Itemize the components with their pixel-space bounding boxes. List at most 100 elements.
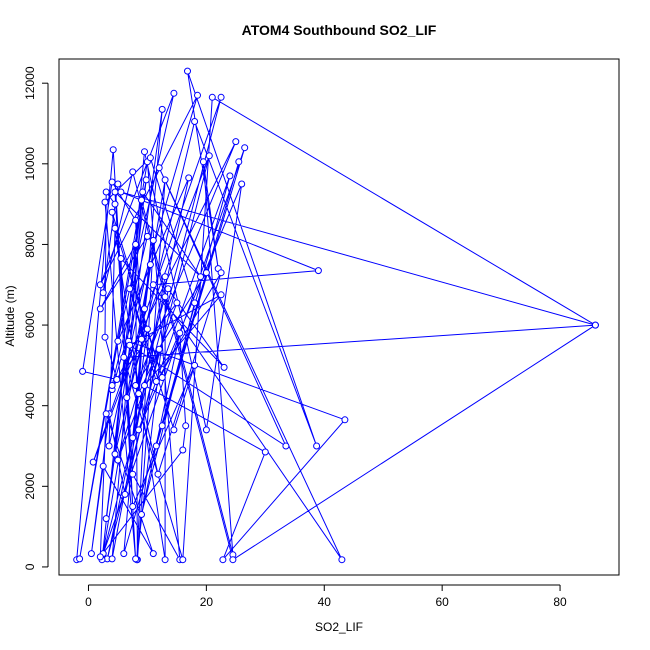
data-point bbox=[261, 448, 269, 456]
data-point bbox=[117, 255, 125, 262]
x-tick-label: 60 bbox=[435, 595, 449, 609]
data-point bbox=[220, 363, 228, 371]
data-point bbox=[129, 434, 137, 442]
data-point bbox=[126, 285, 134, 293]
data-point bbox=[142, 176, 150, 184]
data-point bbox=[191, 361, 199, 369]
data-point bbox=[164, 285, 172, 293]
y-axis: 0 2000 4000 6000 8000 10000 12000 bbox=[23, 66, 49, 570]
data-point bbox=[143, 325, 151, 333]
data-point bbox=[191, 299, 199, 307]
data-point bbox=[232, 138, 240, 146]
x-tick-label: 80 bbox=[553, 595, 567, 609]
y-tick-label: 0 bbox=[23, 563, 37, 570]
data-point bbox=[194, 91, 201, 99]
y-axis-label: Altitude (m) bbox=[3, 285, 17, 346]
data-point bbox=[114, 180, 122, 188]
data-point bbox=[111, 200, 119, 208]
plot-frame bbox=[58, 58, 620, 576]
data-point bbox=[114, 456, 122, 464]
data-point bbox=[155, 164, 163, 172]
data-point bbox=[135, 426, 143, 434]
data-point bbox=[205, 152, 213, 160]
data-point bbox=[76, 555, 84, 563]
chart-title: ATOM4 Southbound SO2_LIF bbox=[242, 22, 437, 38]
data-point bbox=[108, 178, 116, 186]
data-point bbox=[155, 345, 163, 353]
data-point bbox=[173, 299, 181, 307]
data-point bbox=[217, 93, 225, 101]
data-point bbox=[591, 321, 599, 329]
data-point bbox=[161, 556, 169, 564]
data-point bbox=[138, 335, 145, 343]
data-point bbox=[226, 172, 234, 180]
data-point bbox=[101, 198, 109, 206]
data-point bbox=[149, 281, 157, 289]
data-point bbox=[146, 261, 154, 269]
data-point bbox=[105, 442, 113, 450]
data-point bbox=[132, 555, 140, 563]
data-point bbox=[111, 188, 119, 196]
data-point bbox=[219, 556, 227, 564]
data-point bbox=[96, 281, 104, 289]
data-point bbox=[120, 550, 128, 558]
x-axis: 0 20 40 60 80 bbox=[85, 584, 567, 609]
data-point bbox=[143, 232, 151, 240]
data-point bbox=[108, 382, 116, 389]
data-point bbox=[108, 208, 116, 216]
data-point bbox=[126, 341, 134, 349]
data-point bbox=[182, 422, 190, 430]
data-point bbox=[154, 470, 162, 478]
data-point bbox=[132, 382, 140, 389]
data-point bbox=[123, 394, 131, 402]
data-point bbox=[217, 291, 225, 299]
y-tick-label: 6000 bbox=[23, 311, 37, 338]
data-point bbox=[235, 158, 243, 166]
data-point bbox=[102, 515, 110, 523]
data-point bbox=[197, 273, 204, 281]
data-point bbox=[179, 446, 187, 454]
data-point bbox=[149, 236, 157, 244]
data-point bbox=[101, 333, 109, 341]
data-point bbox=[161, 273, 169, 281]
y-tick-label: 2000 bbox=[23, 473, 37, 500]
data-point bbox=[87, 550, 95, 558]
data-point bbox=[108, 555, 116, 563]
data-point bbox=[185, 174, 193, 182]
y-tick-label: 12000 bbox=[23, 66, 37, 100]
data-point bbox=[132, 240, 140, 248]
data-point bbox=[79, 367, 87, 375]
data-point bbox=[229, 556, 237, 564]
y-tick-label: 4000 bbox=[23, 392, 37, 419]
x-axis-label: SO2_LIF bbox=[315, 620, 363, 634]
data-point bbox=[102, 188, 110, 196]
data-point bbox=[129, 168, 137, 176]
data-point bbox=[282, 442, 290, 450]
data-point bbox=[202, 269, 210, 277]
data-point bbox=[132, 216, 140, 224]
data-point bbox=[170, 426, 178, 434]
data-point bbox=[199, 158, 207, 166]
data-point bbox=[217, 269, 225, 277]
data-point bbox=[141, 148, 148, 156]
data-point bbox=[170, 89, 178, 97]
data-point bbox=[176, 329, 184, 337]
data-point bbox=[238, 180, 246, 188]
data-point bbox=[138, 511, 145, 518]
data-point bbox=[138, 196, 145, 204]
data-point bbox=[139, 188, 147, 196]
y-tick-label: 8000 bbox=[23, 231, 37, 258]
data-point bbox=[158, 374, 166, 381]
x-tick-label: 20 bbox=[200, 595, 214, 609]
data-point bbox=[314, 267, 322, 275]
series-line bbox=[76, 70, 598, 561]
data-point bbox=[99, 289, 107, 297]
data-point bbox=[202, 426, 210, 434]
series-layer bbox=[73, 67, 599, 564]
y-tick-label: 10000 bbox=[23, 147, 37, 181]
data-point bbox=[152, 442, 160, 450]
data-point bbox=[117, 188, 125, 196]
data-point bbox=[161, 176, 169, 184]
